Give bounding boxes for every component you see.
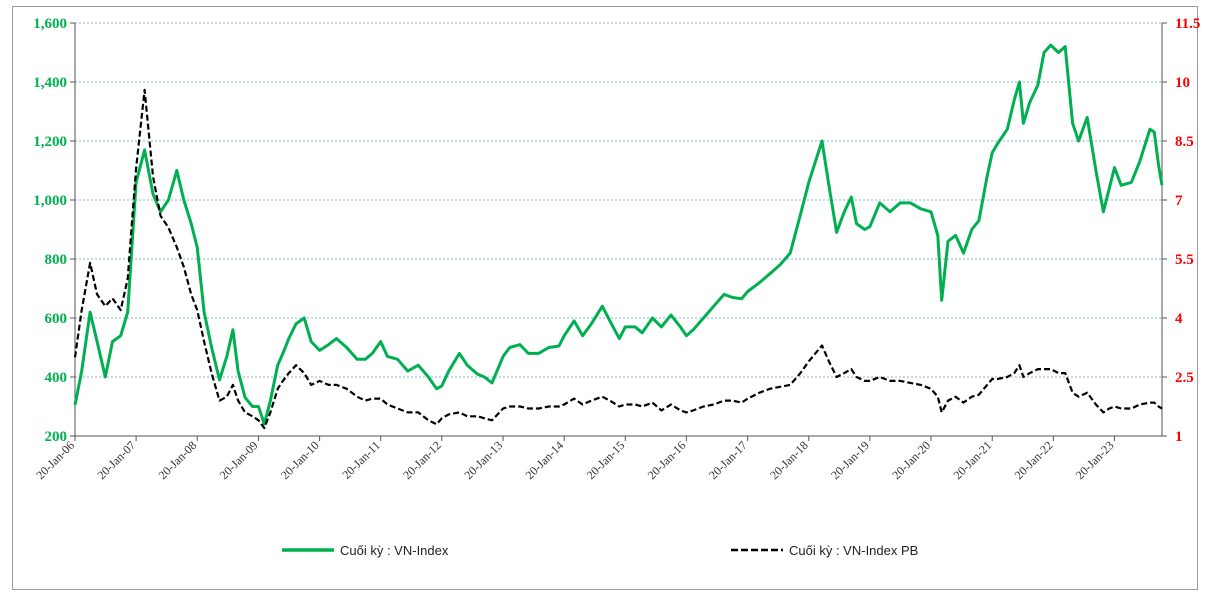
x-tick-label: 20-Jan-10 [278, 438, 322, 482]
y-left-tick-label: 600 [45, 311, 68, 327]
y-right-tick-label: 8.5 [1175, 134, 1194, 150]
legend-label-vn-index: Cuối kỳ : VN-Index [340, 543, 449, 558]
x-tick-label: 20-Jan-12 [400, 438, 444, 482]
y-right-tick-label: 7 [1175, 193, 1183, 209]
y-right-tick-label: 1 [1175, 429, 1183, 445]
series-lines [73, 43, 1164, 430]
y-right-tick-label: 11.5 [1175, 16, 1200, 32]
x-tick-label: 20-Jan-08 [155, 438, 199, 482]
x-tick-label: 20-Jan-15 [584, 438, 628, 482]
chart-frame [12, 6, 1198, 590]
x-tick-label: 20-Jan-07 [94, 438, 138, 482]
y-left-tick-label: 1,200 [33, 134, 67, 150]
y-left-tick-label: 400 [45, 370, 68, 386]
x-tick-label: 20-Jan-09 [217, 438, 261, 482]
y-right-tick-label: 4 [1175, 311, 1183, 327]
x-tick-label: 20-Jan-13 [461, 438, 505, 482]
x-tick-label: 20-Jan-19 [828, 438, 872, 482]
x-tick-label: 20-Jan-17 [706, 438, 750, 482]
series-line-vn-index-pb [73, 88, 1163, 430]
axes: 1,600 1,400 1,200 1,000 800 600 400 200 11.5 10 8.… [33, 16, 1200, 482]
y-right-tick-label: 10 [1175, 75, 1190, 91]
y-right-tick-label: 2.5 [1175, 370, 1194, 386]
x-tick-label: 20-Jan-16 [645, 438, 689, 482]
series-line-vn-index [73, 43, 1164, 426]
x-tick-label: 20-Jan-14 [522, 438, 566, 482]
y-right-tick-label: 5.5 [1175, 252, 1194, 268]
x-tick-label: 20-Jan-11 [339, 438, 383, 482]
x-tick-label: 20-Jan-21 [951, 438, 995, 482]
x-tick-label: 20-Jan-18 [767, 438, 811, 482]
gridlines [75, 22, 1162, 378]
x-tick-label: 20-Jan-22 [1012, 438, 1056, 482]
legend-label-vn-index-pb: Cuối kỳ : VN-Index PB [789, 543, 918, 558]
y-left-tick-label: 1,600 [33, 16, 67, 32]
y-left-tick-label: 800 [45, 252, 68, 268]
y-left-tick-label: 1,000 [33, 193, 67, 209]
x-tick-label: 20-Jan-23 [1073, 438, 1117, 482]
legend: Cuối kỳ : VN-Index Cuối kỳ : VN-Index PB [282, 543, 918, 558]
x-tick-label: 20-Jan-20 [889, 438, 933, 482]
y-left-tick-label: 1,400 [33, 75, 67, 91]
y-left-tick-label: 200 [45, 429, 68, 445]
